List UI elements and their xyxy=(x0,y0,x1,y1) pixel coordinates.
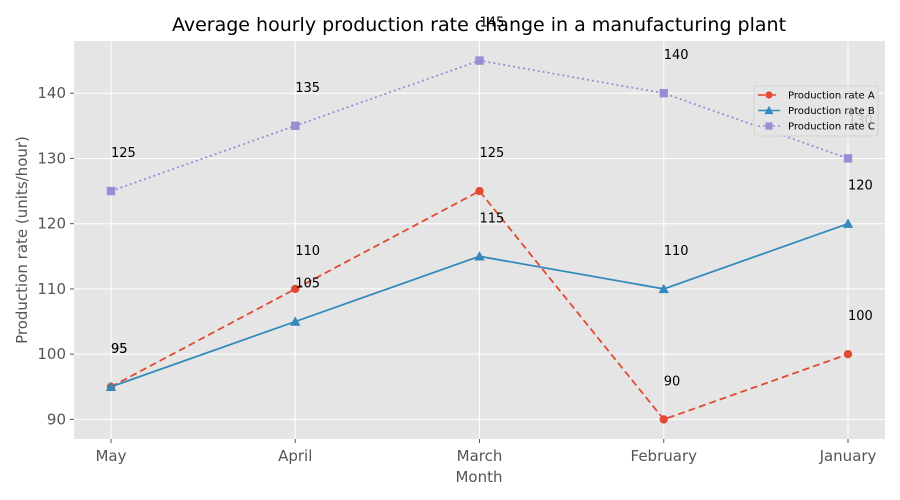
data-point xyxy=(291,284,300,294)
x-tick-label: February xyxy=(631,447,698,465)
legend-label: Production rate C xyxy=(788,122,875,133)
series-1 xyxy=(106,186,853,424)
data-label: 105 xyxy=(295,277,320,292)
data-label: 125 xyxy=(480,146,505,161)
series-layer xyxy=(105,56,854,424)
data-label: 95 xyxy=(111,342,128,357)
legend-marker xyxy=(765,91,773,99)
data-point xyxy=(475,186,484,196)
data-label: 135 xyxy=(295,81,320,96)
data-point xyxy=(659,88,668,98)
y-tick-label: 140 xyxy=(37,84,66,102)
legend-marker xyxy=(765,122,773,130)
data-label: 95 xyxy=(111,342,128,357)
x-tick-label: March xyxy=(457,447,503,465)
y-tick-label: 100 xyxy=(37,345,66,363)
series-2 xyxy=(105,218,854,391)
data-label: 110 xyxy=(295,244,320,259)
data-label: 110 xyxy=(664,244,689,259)
data-point xyxy=(843,349,853,359)
y-tick-label: 120 xyxy=(37,215,66,233)
data-label: 115 xyxy=(480,211,505,226)
data-point xyxy=(291,121,300,131)
x-tick-label: May xyxy=(95,447,126,465)
x-tick-label: April xyxy=(278,447,312,465)
chart-title: Average hourly production rate change in… xyxy=(172,14,786,36)
data-label: 125 xyxy=(111,146,136,161)
series-line xyxy=(110,189,849,421)
legend-label: Production rate A xyxy=(788,91,875,102)
data-point xyxy=(474,251,485,261)
legend: Production rate A Production rate B Produc… xyxy=(753,85,879,137)
data-point xyxy=(290,316,301,326)
x-axis-label: Month xyxy=(455,468,502,486)
series-3 xyxy=(106,56,853,196)
legend-label: Production rate B xyxy=(788,106,875,117)
data-point xyxy=(658,283,669,294)
data-point xyxy=(475,56,484,65)
y-tick-label: 130 xyxy=(37,149,66,167)
legend-marker xyxy=(764,105,774,115)
y-tick-label: 110 xyxy=(37,280,66,298)
y-tick-label: 90 xyxy=(47,410,66,428)
legend-box xyxy=(753,85,879,137)
data-label: 90 xyxy=(664,374,681,389)
grid xyxy=(74,41,885,439)
data-point xyxy=(842,218,854,228)
data-label: 145 xyxy=(480,16,505,31)
data-point xyxy=(843,154,853,163)
data-label: 140 xyxy=(664,48,689,63)
data-label: 120 xyxy=(848,179,873,194)
data-label: 100 xyxy=(848,309,873,324)
x-axis-ticks: May April March February January xyxy=(95,439,877,465)
legend-entry: Production rate C xyxy=(758,122,875,133)
legend-entry: Production rate B xyxy=(758,105,875,117)
data-point xyxy=(105,381,117,391)
legend-entry: Production rate A xyxy=(758,91,875,102)
y-axis-ticks: 90 100 110 120 130 140 xyxy=(37,84,74,428)
data-point xyxy=(659,415,668,424)
x-tick-label: January xyxy=(819,447,877,465)
data-point xyxy=(106,186,116,196)
y-axis-label: Production rate (units/hour) xyxy=(13,136,31,344)
